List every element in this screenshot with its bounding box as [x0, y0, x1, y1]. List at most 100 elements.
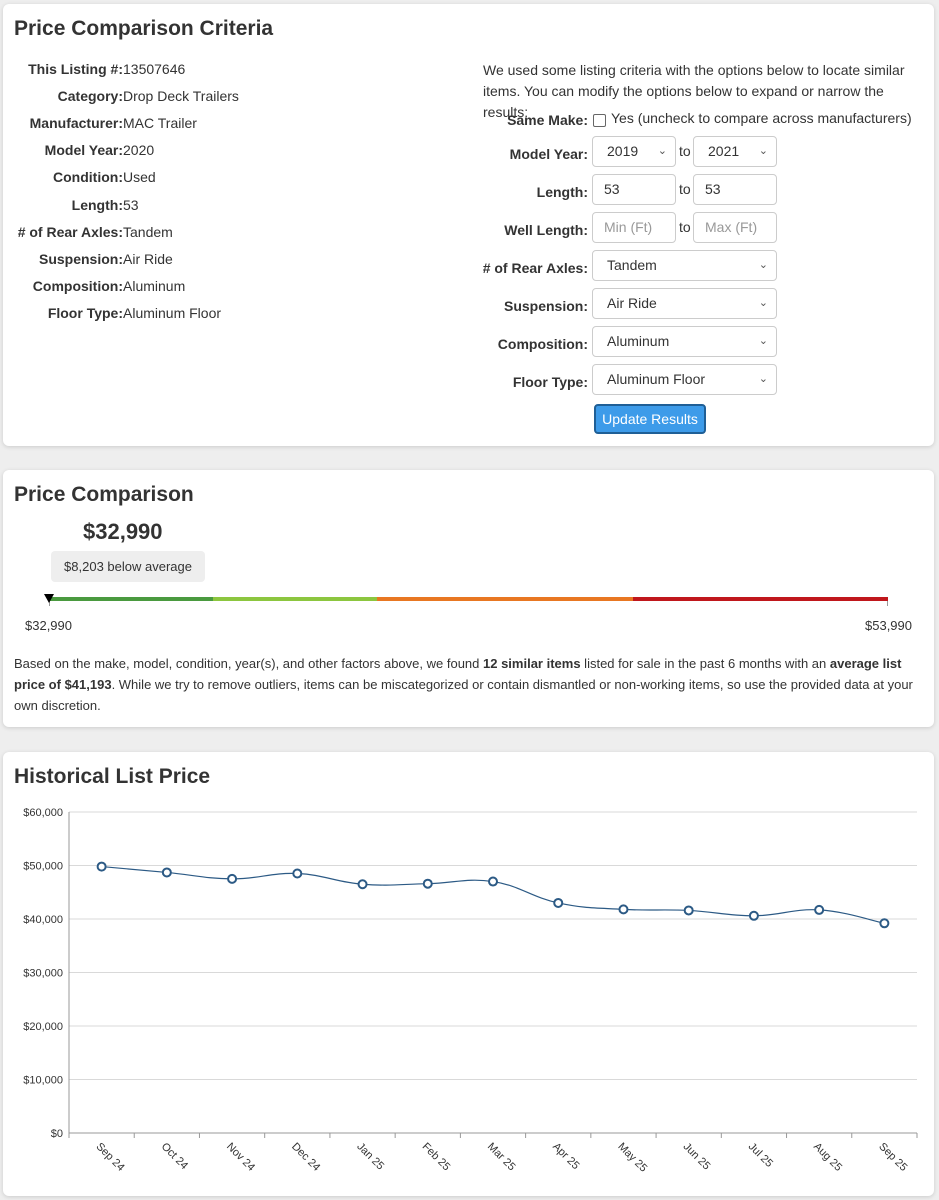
- below-average-badge: $8,203 below average: [51, 551, 205, 582]
- suspension-label: Suspension:: [503, 298, 588, 314]
- chevron-down-icon: ⌄: [657, 145, 667, 157]
- x-tick-label: Aug 25: [811, 1141, 844, 1174]
- same-make-checkbox[interactable]: [593, 114, 606, 127]
- y-tick-label: $10,000: [23, 1075, 63, 1087]
- update-results-button[interactable]: Update Results: [594, 404, 706, 434]
- price-comparison-card: Price Comparison $32,990 $8,203 below av…: [3, 470, 934, 727]
- model-year-to-select[interactable]: 2021 ⌄: [693, 136, 777, 167]
- data-point[interactable]: [748, 910, 759, 921]
- spec-label: Manufacturer:: [29, 115, 123, 132]
- price-bar-tick-max: [887, 601, 888, 606]
- spec-row: Composition: Aluminum: [3, 276, 185, 296]
- chevron-down-icon: ⌄: [758, 297, 768, 309]
- x-tick-label: Nov 24: [224, 1141, 257, 1174]
- spec-row: Condition: Used: [3, 167, 156, 187]
- spec-value: Air Ride: [123, 250, 173, 267]
- spec-value: 2020: [123, 142, 155, 159]
- criteria-card: Price Comparison Criteria This Listing #…: [3, 4, 934, 446]
- length-to-input[interactable]: 53: [693, 174, 777, 205]
- chevron-down-icon: ⌄: [758, 373, 768, 385]
- spec-row: Suspension: Air Ride: [3, 249, 173, 269]
- price-bar-tick-min: [49, 601, 50, 606]
- data-point[interactable]: [618, 904, 629, 915]
- range-min-label: $32,990: [25, 618, 72, 633]
- data-point[interactable]: [357, 879, 368, 890]
- chevron-down-icon: ⌄: [758, 259, 768, 271]
- rear-axles-select[interactable]: Tandem ⌄: [592, 250, 777, 281]
- range-max-label: $53,990: [865, 618, 912, 633]
- chevron-down-icon: ⌄: [758, 145, 768, 157]
- price-bar-segment-fair: [377, 597, 633, 601]
- x-tick-label: May 25: [615, 1141, 649, 1175]
- spec-label: Suspension:: [38, 250, 123, 267]
- spec-row: Model Year: 2020: [3, 140, 154, 160]
- y-tick-label: $60,000: [23, 807, 63, 819]
- floor-type-value: Aluminum Floor: [607, 371, 706, 387]
- average-list-price: average list price of $41,193: [14, 656, 902, 692]
- desc-text: . While we try to remove outliers, items…: [14, 677, 913, 713]
- composition-select[interactable]: Aluminum ⌄: [592, 326, 777, 357]
- to-text: to: [679, 219, 691, 235]
- x-tick-label: Feb 25: [420, 1141, 453, 1174]
- data-point[interactable]: [422, 878, 433, 889]
- y-tick-label: $20,000: [23, 1021, 63, 1033]
- spec-value: Aluminum: [123, 277, 186, 294]
- well-length-label: Well Length:: [504, 222, 588, 238]
- data-point[interactable]: [553, 897, 564, 908]
- spec-value: Used: [123, 169, 156, 186]
- model-year-label: Model Year:: [509, 146, 588, 162]
- data-point[interactable]: [879, 918, 890, 929]
- data-point[interactable]: [488, 876, 498, 887]
- x-tick-label: Jun 25: [681, 1141, 713, 1173]
- floor-type-label: Floor Type:: [512, 374, 588, 390]
- history-card: Historical List Price $0 $10,000 $20,000 $3…: [3, 752, 934, 1196]
- length-label: Length:: [536, 184, 588, 200]
- rear-axles-value: Tandem: [607, 257, 657, 273]
- spec-value: 53: [123, 196, 139, 213]
- comparison-description: Based on the make, model, condition, yea…: [14, 653, 924, 716]
- length-from-input[interactable]: 53: [592, 174, 676, 205]
- data-point[interactable]: [292, 868, 303, 879]
- spec-row: This Listing #: 13507646: [3, 59, 185, 79]
- suspension-value: Air Ride: [607, 295, 657, 311]
- data-point[interactable]: [161, 867, 172, 878]
- suspension-select[interactable]: Air Ride ⌄: [592, 288, 777, 319]
- history-title: Historical List Price: [14, 765, 211, 788]
- model-year-from-select[interactable]: 2019 ⌄: [592, 136, 676, 167]
- listing-price: $32,990: [83, 519, 163, 544]
- y-tick-label: $30,000: [23, 968, 63, 980]
- composition-label: Composition:: [497, 336, 588, 352]
- price-comparison-title: Price Comparison: [14, 483, 194, 506]
- data-point[interactable]: [814, 904, 825, 915]
- spec-value: Drop Deck Trailers: [123, 88, 239, 105]
- spec-row: Length: 53: [3, 195, 139, 215]
- data-point[interactable]: [683, 905, 694, 916]
- floor-type-select[interactable]: Aluminum Floor ⌄: [592, 364, 777, 395]
- spec-row: # of Rear Axles: Tandem: [3, 222, 173, 242]
- well-length-min-input[interactable]: Min (Ft): [592, 212, 676, 243]
- spec-value: Tandem: [123, 223, 173, 240]
- spec-label: Model Year:: [44, 142, 123, 159]
- price-series-line: [101, 865, 885, 924]
- spec-value: MAC Trailer: [123, 115, 197, 132]
- model-year-to-value: 2021: [708, 143, 740, 159]
- x-tick-label: Dec 24: [289, 1141, 322, 1174]
- data-point[interactable]: [227, 873, 238, 884]
- spec-label: Composition:: [32, 277, 123, 294]
- model-year-from-value: 2019: [607, 143, 639, 159]
- criteria-title: Price Comparison Criteria: [14, 17, 274, 40]
- y-tick-label: $0: [51, 1128, 63, 1140]
- x-tick-label: Sep 25: [876, 1141, 909, 1174]
- spec-value: 13507646: [123, 61, 186, 77]
- same-make-text: Yes (uncheck to compare across manufactu…: [611, 110, 912, 126]
- well-length-max-input[interactable]: Max (Ft): [693, 212, 777, 243]
- y-tick-label: $40,000: [23, 914, 63, 926]
- data-point[interactable]: [96, 861, 107, 872]
- x-tick-label: Mar 25: [485, 1141, 518, 1174]
- price-bar-segment-high: [633, 597, 888, 601]
- spec-row: Manufacturer: MAC Trailer: [3, 113, 197, 133]
- spec-label: Category:: [57, 88, 123, 105]
- same-make-label: Same Make:: [507, 112, 588, 128]
- desc-text: listed for sale in the past 6 months wit…: [580, 656, 830, 671]
- spec-value: Aluminum Floor: [123, 304, 222, 321]
